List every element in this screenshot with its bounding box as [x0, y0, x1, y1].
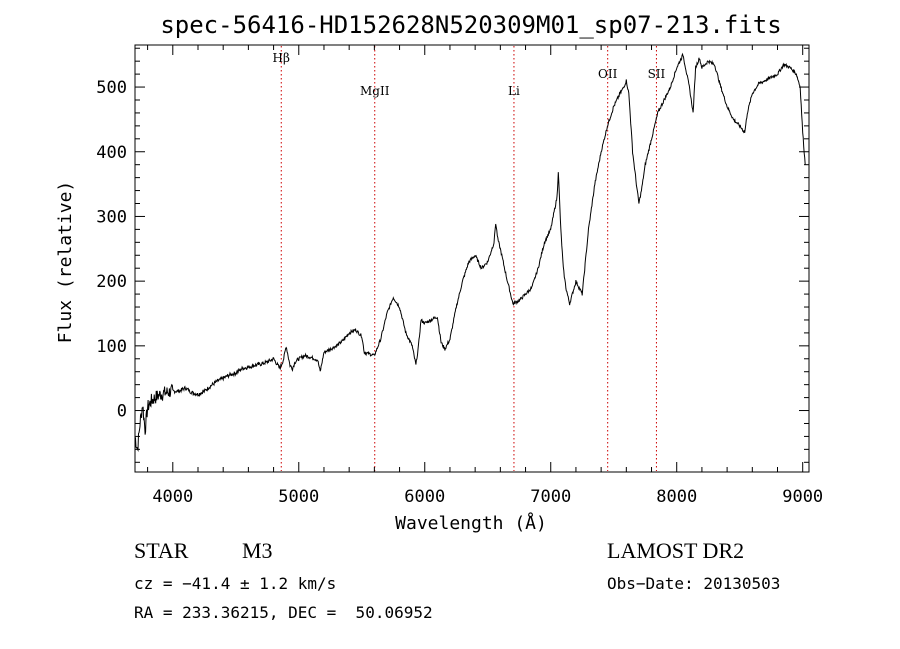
redshift-cz: cz = −41.4 ± 1.2 km/s	[134, 574, 337, 593]
y-tick-label: 500	[96, 78, 127, 98]
line-marker-label: SII	[648, 67, 666, 81]
y-axis-label: Flux (relative)	[55, 181, 76, 344]
y-tick-label: 100	[96, 337, 127, 357]
y-tick-label: 300	[96, 207, 127, 227]
line-marker-label: Hβ	[273, 51, 290, 65]
x-tick-label: 7000	[530, 487, 571, 507]
object-class: STAR	[134, 538, 189, 563]
plot-axes: 4000 5000 6000 7000 8000 9000 0 100 200 300 400 500	[96, 44, 823, 507]
x-axis-label: Wavelength (Å)	[395, 512, 547, 534]
line-marker-label: Li	[508, 84, 520, 98]
line-marker-label: OII	[598, 67, 618, 81]
spectrum-series	[134, 52, 806, 453]
x-tick-label: 8000	[656, 487, 697, 507]
ra-dec-coordinates: RA = 233.36215, DEC = 50.06952	[134, 603, 433, 622]
y-tick-label: 400	[96, 143, 127, 163]
plot-frame	[134, 44, 810, 473]
x-tick-label: 4000	[152, 487, 193, 507]
x-tick-label: 5000	[278, 487, 319, 507]
survey-name: LAMOST DR2	[607, 538, 745, 563]
object-subclass: M3	[242, 538, 273, 563]
x-tick-label: 6000	[404, 487, 445, 507]
x-tick-label: 9000	[782, 487, 823, 507]
line-marker-label: MgII	[360, 84, 390, 98]
chart-title: spec-56416-HD152628N520309M01_sp07-213.f…	[160, 11, 781, 39]
spectrum-line	[134, 52, 806, 453]
y-tick-label: 200	[96, 272, 127, 292]
line-markers: Hβ MgII Li OII SII	[273, 46, 666, 471]
y-tick-label: 0	[117, 402, 127, 422]
observation-date: Obs−Date: 20130503	[607, 574, 781, 593]
